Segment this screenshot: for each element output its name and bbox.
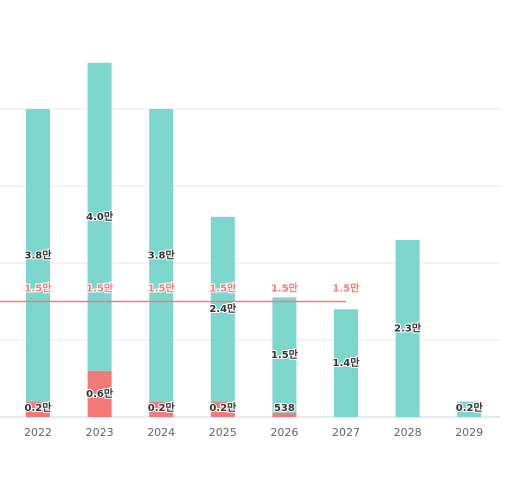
x-tick-label: 2026	[270, 426, 298, 439]
bar-segment	[334, 309, 358, 417]
x-tick-label: 2025	[209, 426, 237, 439]
reference-label: 1.5만	[86, 282, 114, 295]
reference-label: 1.5만	[271, 282, 299, 295]
reference-label: 1.5만	[25, 282, 53, 295]
value-label: 0.2만	[148, 401, 176, 414]
value-label: 2.3만	[394, 321, 422, 334]
reference-label: 1.5만	[333, 282, 361, 295]
x-tick-label: 2027	[332, 426, 360, 439]
bar-segment	[87, 62, 112, 371]
bar-segment	[210, 216, 235, 402]
bar-segment	[272, 412, 297, 417]
reference-label: 1.5만	[209, 282, 237, 295]
value-label: 1.5만	[271, 348, 299, 361]
x-tick-label: 2028	[394, 426, 422, 439]
value-label: 538	[274, 403, 295, 414]
bar-segment	[87, 370, 112, 417]
bar-segment	[395, 239, 420, 417]
value-label: 0.2만	[25, 401, 53, 414]
value-label: 4.0만	[86, 210, 114, 223]
bar-segment	[210, 401, 235, 417]
x-tick-label: 2022	[24, 426, 52, 439]
bar-segment	[26, 401, 50, 417]
value-label: 3.8만	[148, 248, 176, 261]
value-label: 0.2만	[456, 401, 484, 414]
reference-label: 1.5만	[148, 282, 176, 295]
value-label: 2.4만	[209, 302, 237, 315]
value-label: 0.6만	[86, 387, 114, 400]
x-tick-label: 2024	[147, 426, 175, 439]
bar-segment	[149, 401, 174, 417]
bar-segment	[26, 109, 50, 402]
x-tick-label: 2029	[455, 426, 483, 439]
bar-segment	[149, 109, 174, 402]
bar-segment	[457, 401, 482, 417]
value-label: 3.8만	[25, 248, 53, 261]
value-label: 0.2만	[209, 401, 237, 414]
x-tick-label: 2023	[86, 426, 114, 439]
value-label: 1.4만	[333, 356, 361, 369]
bar-segment	[272, 297, 297, 413]
